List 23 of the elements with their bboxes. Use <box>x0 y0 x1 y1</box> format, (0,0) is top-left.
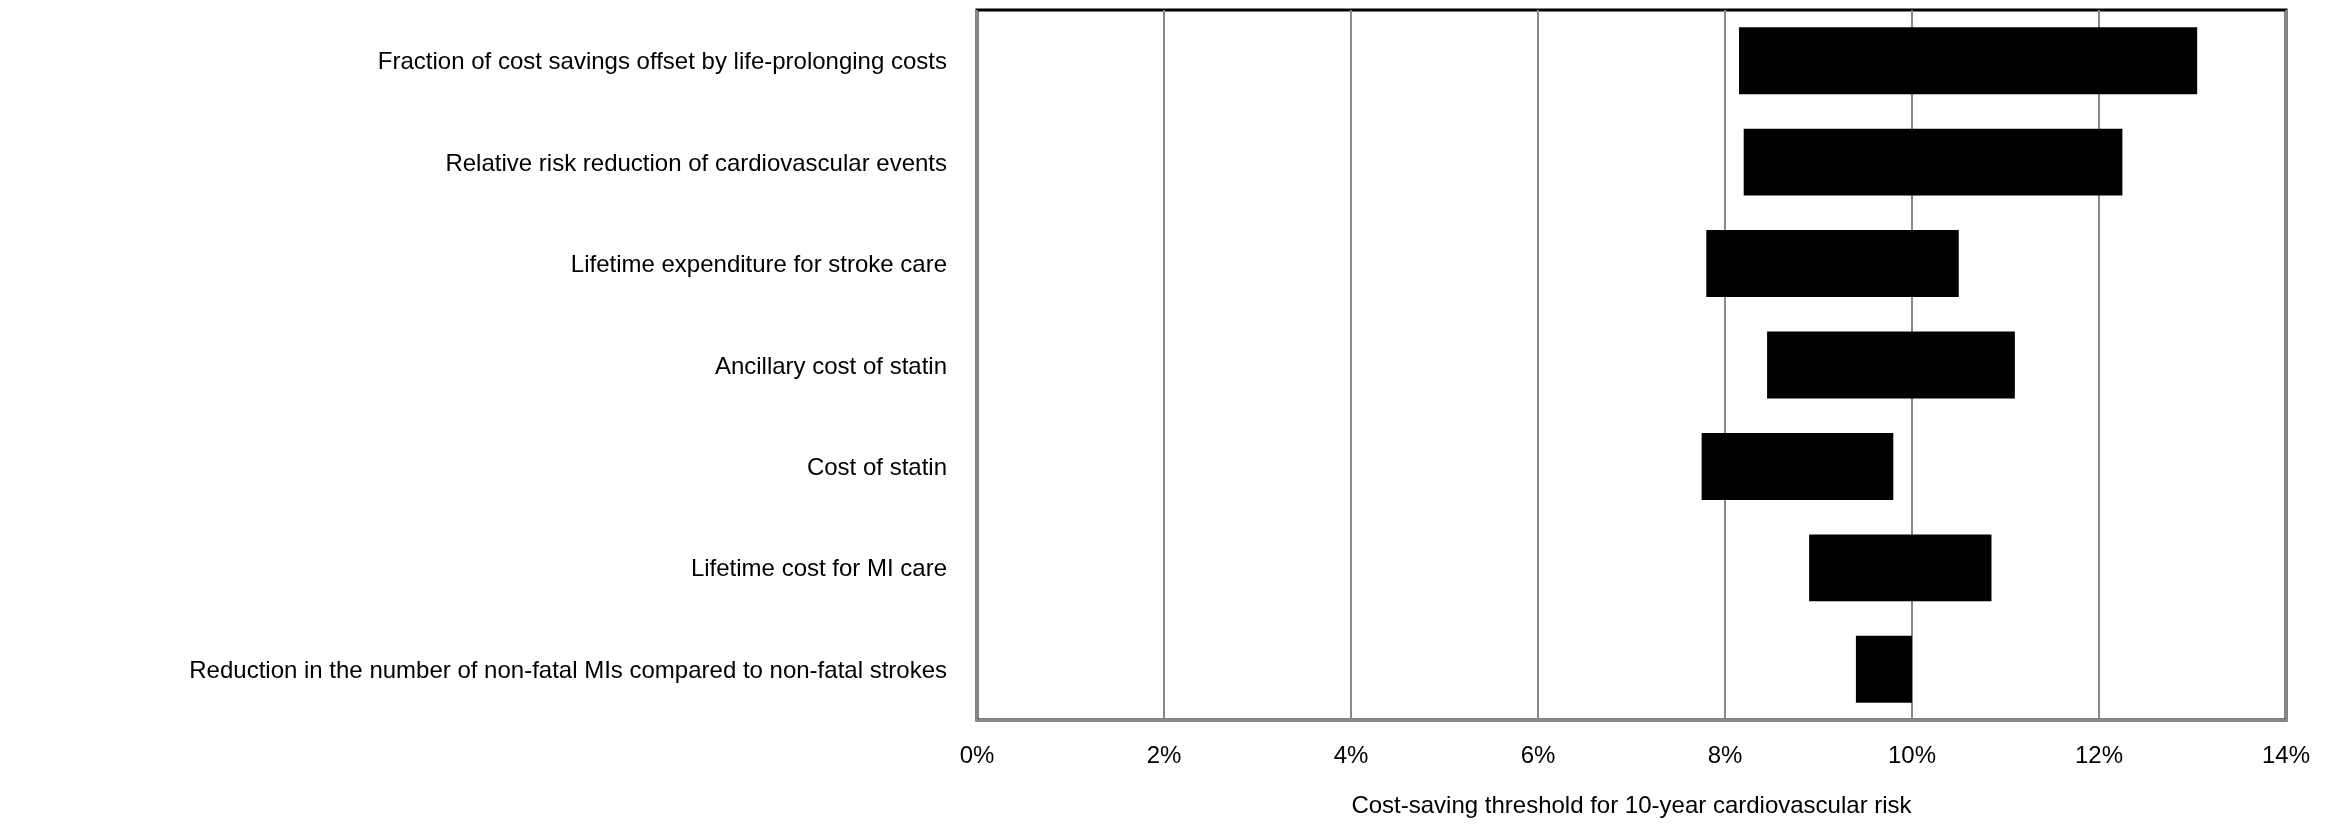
bar <box>1701 432 1894 500</box>
x-tick-label: 4% <box>1333 740 1369 768</box>
x-tick-label: 12% <box>2074 740 2124 768</box>
x-axis-title: Cost-saving threshold for 10-year cardiovascular risk <box>1351 790 1913 818</box>
y-tick-label: Lifetime cost for MI care <box>690 554 947 582</box>
y-tick-label: Ancillary cost of statin <box>714 351 947 379</box>
y-tick-label: Reduction in the number of non-fatal MIs compared to non-fatal strokes <box>189 655 947 683</box>
x-tick-label: 10% <box>1887 740 1937 768</box>
bar <box>1855 635 1912 703</box>
bar <box>1767 331 2015 399</box>
x-tick-label: 2% <box>1146 740 1182 768</box>
x-tick-label: 6% <box>1520 740 1556 768</box>
x-tick-label: 14% <box>2261 740 2311 768</box>
y-tick-label: Lifetime expenditure for stroke care <box>570 250 947 278</box>
x-tick-label: 8% <box>1707 740 1743 768</box>
bar <box>1809 534 1992 602</box>
y-tick-label: Relative risk reduction of cardiovascular events <box>445 148 947 176</box>
bar <box>1706 230 1959 298</box>
bar <box>1743 128 2123 196</box>
bar <box>1739 27 2198 95</box>
y-tick-label: Cost of statin <box>806 452 947 480</box>
x-tick-label: 0% <box>959 740 995 768</box>
y-tick-label: Fraction of cost savings offset by life-prolonging costs <box>377 47 947 75</box>
